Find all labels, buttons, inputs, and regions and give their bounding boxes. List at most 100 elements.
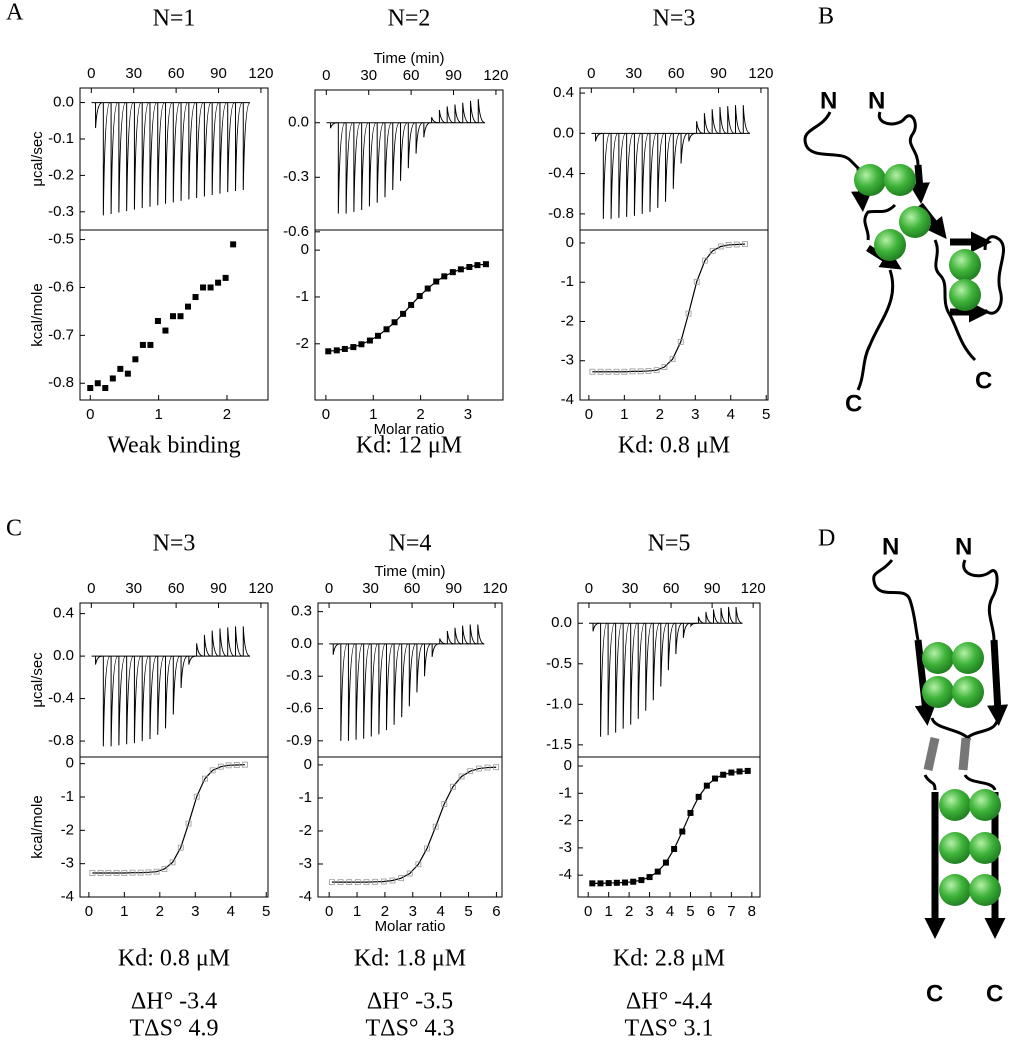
strand xyxy=(872,559,920,641)
data-point xyxy=(169,313,176,320)
injection-peak xyxy=(172,655,181,715)
injection-peak xyxy=(345,122,354,214)
y-tick-label: 0.0 xyxy=(551,614,572,631)
y-tick-label: -2 xyxy=(299,822,312,839)
data-point xyxy=(161,866,168,872)
sphere xyxy=(952,676,984,708)
injection-peak xyxy=(141,102,150,209)
data-point xyxy=(337,879,344,886)
sphere xyxy=(969,874,1001,906)
x-tick-label: 120 xyxy=(741,580,766,597)
x-tick-label: 1 xyxy=(120,903,128,920)
data-point xyxy=(192,294,199,301)
chart-thermogram: 0.0 -0.5 -1.0 -1.5 0 30 60 90 120 N=5 xyxy=(546,531,766,758)
injection-peak xyxy=(424,643,432,677)
x-tick-label: 120 xyxy=(248,580,273,597)
x-tick-label: 0 xyxy=(85,903,93,920)
data-point xyxy=(613,368,620,375)
injection-peak xyxy=(626,132,634,217)
y-tick-label: -0.4 xyxy=(548,165,574,182)
x-tick-label: 0 xyxy=(585,406,593,423)
injection-peak xyxy=(211,630,219,657)
x-tick-label: 7 xyxy=(727,903,735,920)
injection-peak xyxy=(361,122,369,211)
data-point xyxy=(185,820,192,827)
data-point xyxy=(661,364,668,370)
y-tick-label: -0.6 xyxy=(283,223,309,240)
y-tick-label: -1.5 xyxy=(546,736,572,753)
annotation: TΔS° 4.3 xyxy=(365,1016,454,1042)
x-tick-label: 3 xyxy=(191,903,199,920)
x-tick-label: 5 xyxy=(686,903,694,920)
y-tick-label: -4 xyxy=(299,888,312,905)
data-point xyxy=(441,273,448,280)
data-point xyxy=(350,344,357,351)
x-tick-label: 120 xyxy=(748,65,773,82)
y-tick-label: -3 xyxy=(299,855,312,872)
data-point xyxy=(733,241,740,248)
injection-peak xyxy=(353,122,361,212)
strand xyxy=(962,559,999,641)
chart-isotherm: 0 -1 -2 -3 -4 0 1 2 3 4 5 Kd: 0.8 μM xyxy=(561,229,770,459)
x-axis-label: Time (min) xyxy=(374,563,445,580)
x-tick-label: 1 xyxy=(369,406,377,423)
data-point xyxy=(177,844,184,851)
data-point xyxy=(613,879,620,886)
x-tick-label: 1 xyxy=(353,903,361,920)
injection-peak xyxy=(665,132,673,202)
strand xyxy=(877,111,920,166)
x-tick-label: 30 xyxy=(125,65,142,82)
x-tick-label: 2 xyxy=(625,903,633,920)
x-tick-label: 6 xyxy=(707,903,715,920)
y-axis-label: μcal/sec xyxy=(29,652,46,708)
y-tick-label: -3 xyxy=(561,352,574,369)
injection-peak xyxy=(727,106,735,134)
injection-peak xyxy=(415,122,423,154)
data-point xyxy=(433,278,440,285)
injection-peak xyxy=(242,626,251,657)
injection-peak xyxy=(95,655,103,665)
injection-peak xyxy=(219,102,228,194)
data-point xyxy=(725,242,732,248)
data-point xyxy=(185,303,192,310)
data-point xyxy=(366,337,373,344)
injection-peak xyxy=(431,117,439,124)
data-point xyxy=(669,356,676,363)
data-point xyxy=(105,870,112,876)
injection-peak xyxy=(188,655,196,665)
y-tick-label: 0 xyxy=(564,757,572,774)
x-tick-label: 60 xyxy=(403,67,420,84)
injection-peak xyxy=(393,643,402,725)
strand xyxy=(803,111,862,172)
injection-peak xyxy=(660,622,668,687)
data-point xyxy=(341,345,348,352)
injection-peak xyxy=(157,655,165,735)
data-point xyxy=(209,767,216,774)
data-point xyxy=(679,828,686,835)
injection-peak xyxy=(712,609,720,624)
y-tick-label: -2 xyxy=(61,821,74,838)
injection-peak xyxy=(711,109,719,134)
data-point xyxy=(117,365,124,372)
x-tick-label: 5 xyxy=(262,903,270,920)
x-tick-label: 30 xyxy=(360,67,377,84)
injection-peak xyxy=(408,643,417,707)
annotation: Weak binding xyxy=(107,433,240,459)
plot-frame xyxy=(579,229,769,401)
x-tick-label: 8 xyxy=(748,903,756,920)
data-point xyxy=(441,800,448,807)
data-point xyxy=(450,783,456,790)
n-terminus: N xyxy=(955,533,972,560)
data-point xyxy=(363,879,370,886)
y-axis-label: kcal/mole xyxy=(29,795,46,858)
plot-frame xyxy=(317,756,503,898)
x-tick-label: 0 xyxy=(584,903,592,920)
fit-line xyxy=(92,764,245,874)
x-tick-label: 30 xyxy=(125,580,142,597)
y-tick-label: -0.6 xyxy=(48,278,74,295)
x-tick-label: 60 xyxy=(663,580,680,597)
injection-peak xyxy=(446,630,454,645)
data-point xyxy=(89,870,96,876)
